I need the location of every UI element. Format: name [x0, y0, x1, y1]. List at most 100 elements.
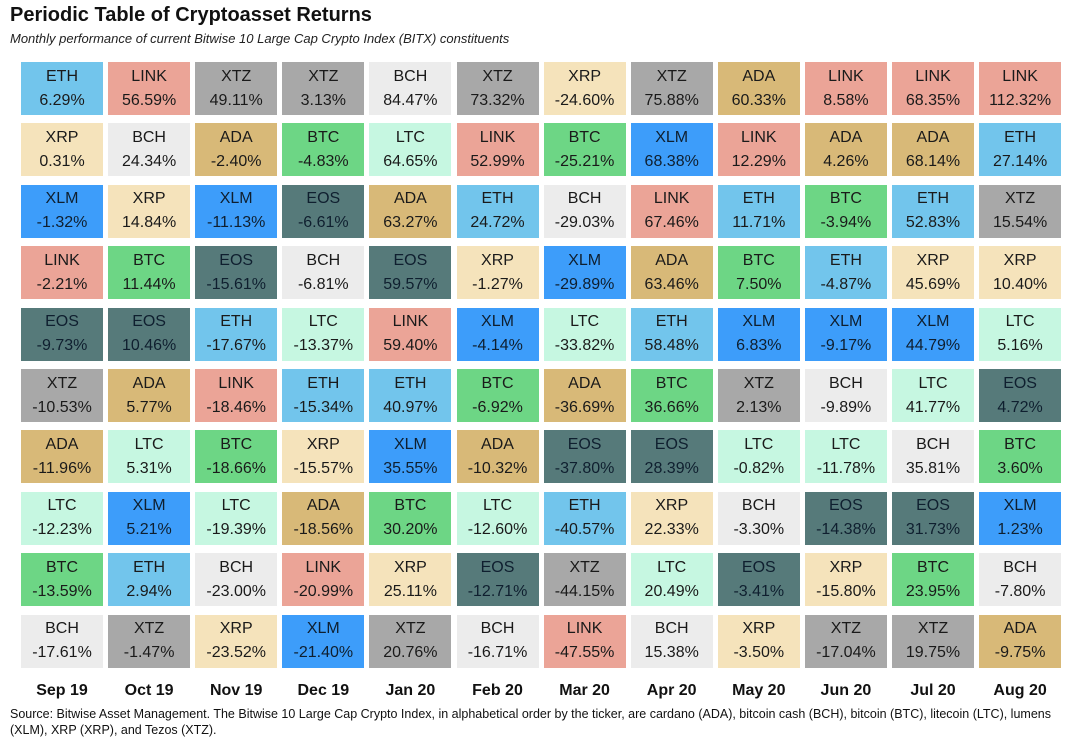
source-note: Source: Bitwise Asset Management. The Bi… [10, 707, 1051, 737]
cell-ticker: BCH [306, 251, 341, 269]
cell-xtz: XTZ 75.88% [630, 62, 713, 115]
cell-return: 5.77% [126, 398, 172, 416]
cell-link: LINK 52.99% [456, 123, 539, 177]
cell-return: 4.26% [823, 152, 869, 170]
cell-xlm: XLM 68.38% [630, 123, 713, 177]
cell-link: LINK 56.59% [108, 62, 191, 115]
cell-return: 6.29% [39, 91, 85, 109]
cell-eos: EOS -14.38% [804, 491, 887, 545]
cell-return: 40.97% [383, 398, 438, 416]
cell-return: -1.27% [472, 275, 523, 293]
cell-ticker: EOS [480, 558, 515, 576]
month-label: Apr 20 [646, 682, 697, 699]
cell-ticker: EOS [45, 313, 79, 331]
cell-btc: BTC -13.59% [21, 553, 103, 607]
cell-ticker: BTC [742, 251, 775, 269]
cell-ticker: XRP [568, 67, 602, 85]
cell-ticker: ADA [219, 128, 253, 146]
cell-bch: BCH 24.34% [108, 123, 191, 177]
cell-ticker: LINK [131, 67, 167, 85]
cell-ticker: XRP [916, 251, 950, 269]
cell-link: LINK 12.29% [717, 123, 800, 177]
cell-ticker: BCH [45, 620, 79, 638]
cell-ticker: LTC [1005, 313, 1035, 331]
cell-xtz: XTZ 19.75% [892, 614, 974, 668]
cell-ticker: XTZ [917, 620, 949, 638]
cell-ticker: BTC [568, 128, 601, 146]
cell-return: -4.83% [297, 152, 349, 170]
cell-ticker: ADA [306, 497, 340, 515]
cell-return: 24.72% [470, 214, 525, 232]
cell-bch: BCH 84.47% [369, 62, 452, 115]
cell-link: LINK 59.40% [369, 307, 452, 361]
cell-return: -9.17% [820, 337, 872, 355]
cell-btc: BTC 7.50% [717, 246, 800, 300]
cell-ticker: BCH [916, 435, 950, 453]
cell-xlm: XLM -1.32% [21, 184, 103, 238]
cell-return: -29.89% [554, 275, 615, 293]
cell-xrp: XRP 25.11% [369, 553, 452, 607]
cell-link: LINK -18.46% [195, 369, 278, 422]
cell-ada: ADA -2.40% [195, 123, 278, 177]
cell-return: 75.88% [644, 91, 699, 109]
cell-ticker: XLM [829, 313, 863, 331]
chart-subtitle: Monthly performance of current Bitwise 1… [10, 31, 510, 46]
cell-return: -9.89% [820, 398, 872, 416]
cell-ticker: BCH [741, 497, 776, 515]
cell-ltc: LTC -19.39% [195, 491, 278, 545]
cell-return: -18.46% [206, 398, 266, 416]
cell-return: 0.31% [39, 152, 85, 170]
cell-ticker: EOS [916, 497, 950, 515]
cell-eth: ETH -17.67% [195, 307, 278, 361]
cell-ticker: XLM [481, 313, 514, 331]
cell-ticker: LINK [1002, 67, 1038, 85]
cell-btc: BTC -4.83% [282, 123, 365, 177]
cell-ticker: BCH [132, 128, 166, 146]
cell-eth: ETH 40.97% [369, 369, 452, 422]
cell-ticker: EOS [741, 558, 776, 576]
cell-ticker: XTZ [482, 67, 513, 85]
cell-return: 19.75% [905, 644, 961, 662]
cell-ticker: XTZ [308, 67, 339, 85]
month-label: May 20 [732, 682, 786, 699]
cell-ticker: BTC [307, 128, 340, 146]
cell-return: -25.21% [554, 152, 615, 170]
cell-ticker: XRP [219, 620, 253, 638]
cell-eos: EOS 4.72% [979, 369, 1062, 422]
cell-ticker: XTZ [1004, 190, 1036, 208]
cell-ticker: XTZ [221, 67, 252, 85]
cell-xlm: XLM 44.79% [892, 307, 974, 361]
cell-ticker: ETH [917, 190, 949, 208]
cell-ltc: LTC -12.23% [21, 491, 103, 545]
cell-ltc: LTC -11.78% [804, 430, 887, 484]
cell-ticker: ADA [1003, 620, 1037, 638]
month-label: Oct 19 [124, 682, 174, 699]
cell-ada: ADA 4.26% [804, 123, 887, 177]
cell-return: -11.96% [32, 459, 92, 477]
cell-xtz: XTZ 49.11% [195, 62, 278, 115]
cell-xtz: XTZ 15.54% [979, 184, 1062, 238]
cell-return: 112.32% [989, 91, 1052, 109]
cell-xtz: XTZ -1.47% [108, 614, 191, 668]
cell-link: LINK -20.99% [282, 553, 365, 607]
cell-return: 68.35% [905, 91, 961, 109]
cell-return: 28.39% [644, 459, 699, 477]
cell-ticker: EOS [567, 435, 602, 453]
cell-return: -14.38% [816, 521, 876, 539]
cell-ticker: EOS [219, 251, 254, 269]
cell-btc: BTC 23.95% [892, 553, 974, 607]
month-label: Feb 20 [472, 682, 523, 699]
cell-return: 11.71% [732, 214, 786, 232]
cell-ticker: EOS [393, 251, 428, 269]
cell-bch: BCH 35.81% [892, 430, 974, 484]
cell-ticker: BTC [655, 374, 688, 392]
cell-btc: BTC -25.21% [543, 123, 626, 177]
cell-return: -23.52% [206, 644, 266, 662]
cell-xrp: XRP 0.31% [21, 123, 103, 177]
cell-return: 25.11% [383, 582, 437, 600]
cell-ticker: XLM [916, 313, 950, 331]
cell-return: -6.61% [297, 214, 349, 232]
cell-return: -15.61% [206, 275, 266, 293]
cell-return: 20.49% [644, 582, 699, 600]
month-label: Aug 20 [993, 682, 1047, 699]
